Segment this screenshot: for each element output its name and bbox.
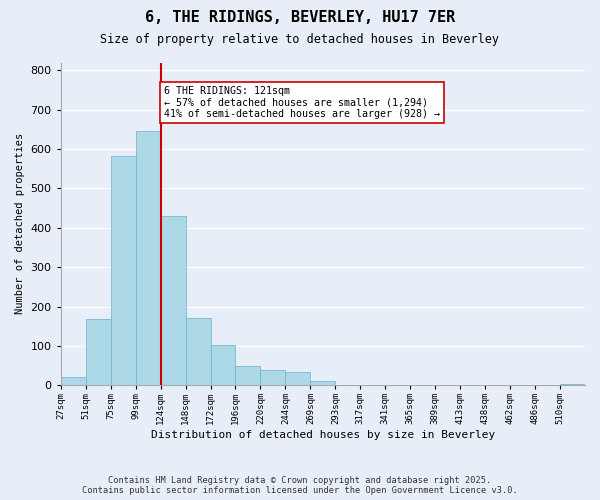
Text: Contains HM Land Registry data © Crown copyright and database right 2025.
Contai: Contains HM Land Registry data © Crown c… [82,476,518,495]
Bar [61,378,86,385]
Bar [110,156,136,385]
Text: Size of property relative to detached houses in Beverley: Size of property relative to detached ho… [101,32,499,46]
X-axis label: Distribution of detached houses by size in Beverley: Distribution of detached houses by size … [151,430,495,440]
Bar [260,370,286,385]
Y-axis label: Number of detached properties: Number of detached properties [15,133,25,314]
Bar [161,216,185,385]
Bar [211,346,235,385]
Bar [286,372,310,385]
Bar [310,380,335,385]
Bar [560,384,585,385]
Bar [136,132,161,385]
Bar [185,318,211,385]
Bar [86,319,110,385]
Text: 6 THE RIDINGS: 121sqm
← 57% of detached houses are smaller (1,294)
41% of semi-d: 6 THE RIDINGS: 121sqm ← 57% of detached … [164,86,440,120]
Text: 6, THE RIDINGS, BEVERLEY, HU17 7ER: 6, THE RIDINGS, BEVERLEY, HU17 7ER [145,10,455,25]
Bar [235,366,260,385]
